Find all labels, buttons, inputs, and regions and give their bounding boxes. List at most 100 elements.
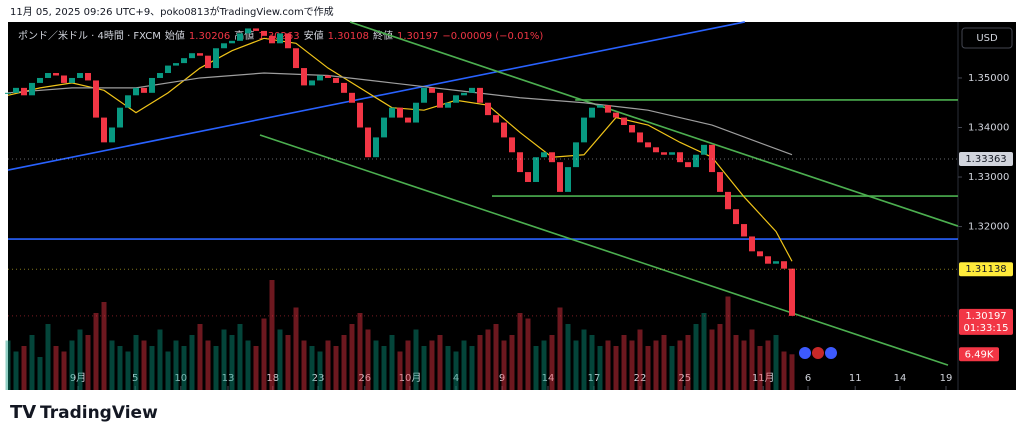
candle-body [509,137,515,153]
x-tick-label: 4 [453,373,459,384]
candle-body [117,107,123,128]
x-tick-label: 13 [222,373,235,384]
x-tick-label: 18 [266,373,279,384]
countdown: 01:33:15 [964,323,1009,334]
legend-change: −0.00009 (−0.01%) [442,31,543,42]
candle-body [677,152,683,163]
candle-body [789,268,795,316]
volume-tag-label: 6.49K [965,349,994,360]
volume-bar [381,346,387,390]
volume-bar [237,324,243,390]
candle-body [781,261,787,269]
trendline [259,134,949,366]
volume-bar [357,313,363,390]
candle-body [373,137,379,158]
volume-bar [485,329,491,390]
symbol: ポンド／米ドル · 4時間 · FXCM [18,29,161,42]
candle-body [237,33,243,41]
candle-body [109,127,115,143]
volume-bar [53,346,59,390]
volume-bar [605,340,611,390]
volume-bar [413,329,419,390]
volume-bar [341,335,347,390]
volume-bar [173,340,179,390]
candle-body [541,152,547,158]
volume-bar [589,335,595,390]
candle-body [141,87,147,93]
x-tick-label: 9月 [70,372,86,384]
volume-bar [669,346,675,390]
legend-value: 1.30108 [328,31,369,42]
volume-bar [165,351,171,390]
volume-bar [29,335,35,390]
volume-bar [773,335,779,390]
candle-body [701,144,707,155]
brand-logo: TV [10,402,36,423]
volume-bar [373,340,379,390]
volume-bar [293,307,299,390]
candle-body [85,73,91,81]
candle-body [653,147,659,153]
candle-body [565,167,571,192]
candle-body [773,261,779,264]
currency-box[interactable] [961,27,1013,49]
volume-bar [333,346,339,390]
price-tag [959,152,1013,167]
volume-bar [77,329,83,390]
volume-bar [525,318,531,390]
price-tag [959,308,1013,335]
candle-body [157,73,163,78]
legend-label: 終値 [373,29,393,42]
volume-bar [157,329,163,390]
candle-body [605,105,611,113]
candle-body [493,115,499,123]
candle-body [517,152,523,173]
candle-body [525,172,531,182]
volume-bar [637,329,643,390]
volume-bar [685,335,691,390]
candle-body [245,28,251,34]
x-tick-label: 22 [634,373,647,384]
volume-bar [325,340,331,390]
volume-bar [117,346,123,390]
volume-bar [645,346,651,390]
volume-bar [61,351,67,390]
volume-bar [285,335,291,390]
volume-bar [181,346,187,390]
currency[interactable]: USD [976,33,998,44]
candle-body [253,28,259,31]
candle-body [357,102,363,128]
volume-bar [125,351,131,390]
volume-bar [229,335,235,390]
header: 11月 05, 2025 09:26 UTC+9、poko0813がTradin… [10,5,334,18]
candle-body [765,256,771,264]
candle-body [533,157,539,182]
volume-bar [533,346,539,390]
candle-body [453,95,459,103]
volume-bar [85,335,91,390]
volume-bar [701,313,707,390]
candle-body [205,55,211,69]
y-tick-label: 1.34000 [968,122,1009,133]
volume-bar [13,351,19,390]
volume-bar [349,324,355,390]
candle-body [221,43,227,49]
candle-body [189,53,195,59]
candle-body [405,117,411,123]
volume-bar [429,340,435,390]
volume-bar [301,340,307,390]
x-tick-label: 25 [678,373,691,384]
candle-body [749,236,755,252]
volume-bar [549,335,555,390]
candle-body [445,102,451,108]
candle-body [573,142,579,168]
price-tag-label: 1.30197 [965,311,1006,322]
volume-bar [317,351,323,390]
candle-body [301,68,307,86]
legend-label: 安値 [304,29,324,42]
x-tick-label: 14 [542,373,555,384]
y-tick-label: 1.33000 [968,172,1009,183]
volume-bar [141,340,147,390]
y-tick-label: 1.35000 [968,73,1009,84]
volume-bar [365,329,371,390]
